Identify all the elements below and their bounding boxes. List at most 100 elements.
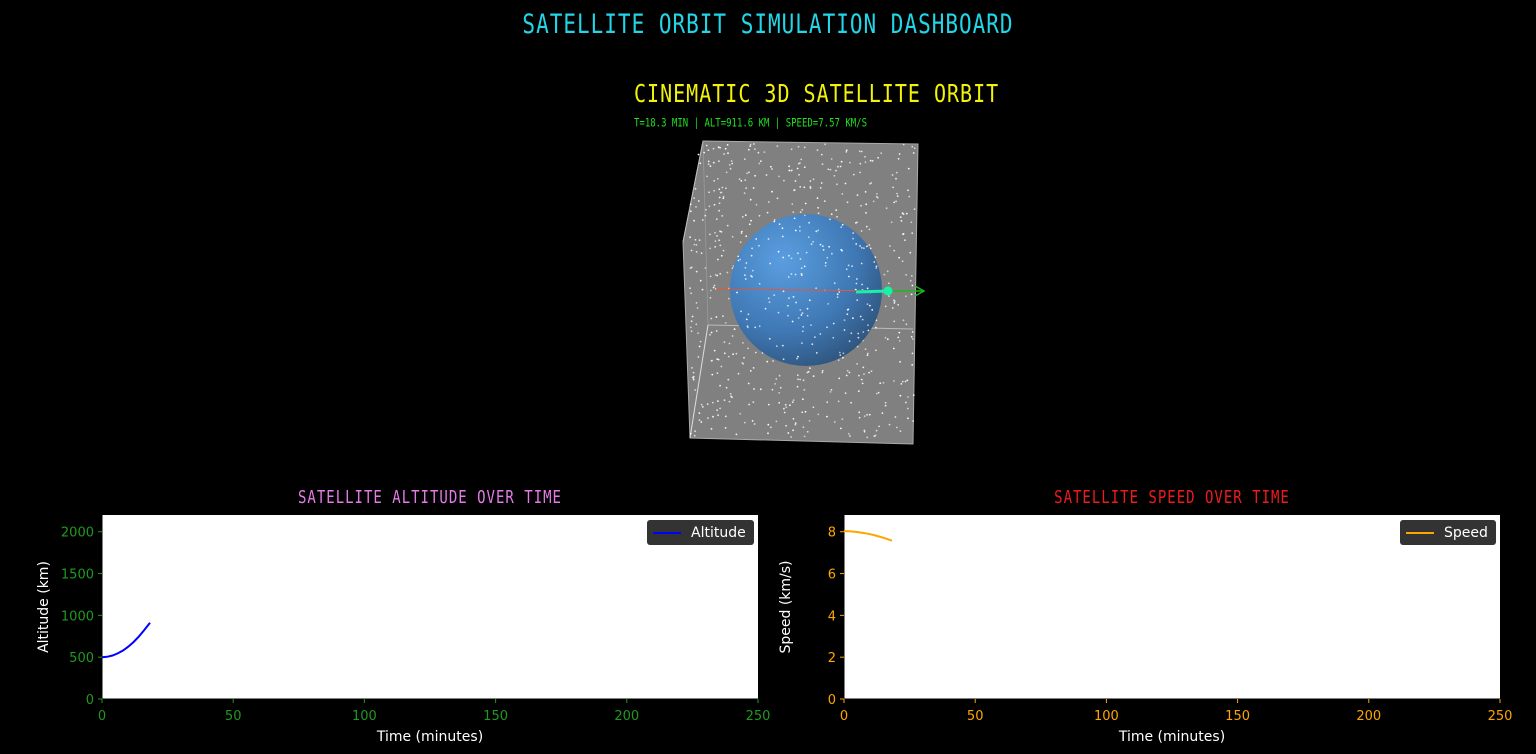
star-point (815, 352, 818, 354)
y-tick-label: 0 (86, 693, 94, 708)
star-point (693, 219, 695, 222)
star-point (849, 161, 851, 164)
star-point (749, 143, 752, 146)
star-point (898, 256, 900, 259)
star-point (788, 169, 791, 172)
star-point (858, 411, 861, 414)
star-point (848, 371, 851, 374)
star-point (846, 369, 849, 372)
orbit-3d-view[interactable] (660, 132, 940, 452)
star-point (787, 314, 789, 317)
star-point (863, 247, 865, 249)
star-point (784, 403, 787, 406)
star-point (711, 373, 714, 376)
star-point (712, 286, 715, 289)
star-point (695, 302, 698, 304)
star-point (803, 265, 806, 268)
star-point (740, 310, 742, 313)
star-point (801, 312, 804, 314)
star-point (785, 424, 787, 427)
star-point (783, 179, 785, 182)
star-point (750, 219, 752, 222)
star-point (857, 332, 860, 335)
x-tick-label: 50 (967, 709, 984, 724)
star-point (735, 433, 738, 436)
star-point (867, 329, 870, 332)
star-point (713, 284, 716, 287)
star-point (727, 152, 729, 155)
star-point (859, 245, 861, 247)
star-point (755, 203, 758, 206)
star-point (842, 352, 845, 355)
star-point (758, 282, 761, 285)
star-point (719, 407, 721, 410)
star-point (731, 335, 734, 337)
star-point (712, 161, 715, 164)
star-point (845, 149, 848, 152)
star-point (809, 180, 812, 182)
star-point (912, 420, 915, 422)
star-point (808, 299, 811, 302)
star-point (724, 415, 727, 418)
star-point (830, 389, 833, 391)
star-point (754, 326, 757, 329)
star-point (803, 166, 806, 169)
star-point (791, 203, 794, 205)
star-point (792, 429, 794, 432)
star-point (724, 322, 727, 324)
star-point (779, 386, 782, 389)
star-point (904, 239, 906, 242)
star-point (707, 149, 710, 152)
star-point (829, 168, 832, 171)
star-point (841, 193, 844, 195)
star-point (754, 174, 756, 177)
star-point (819, 243, 822, 246)
star-point (821, 370, 824, 372)
star-point (714, 246, 717, 248)
star-point (693, 197, 695, 199)
star-point (728, 164, 731, 166)
star-point (740, 180, 743, 182)
star-point (753, 423, 756, 425)
x-tick-label: 250 (1488, 709, 1513, 724)
star-point (695, 251, 698, 253)
star-point (803, 186, 806, 189)
star-point (863, 430, 866, 433)
star-point (886, 270, 889, 273)
star-point (787, 432, 790, 434)
star-point (783, 411, 786, 414)
star-point (836, 296, 839, 298)
star-point (888, 282, 890, 285)
star-point (701, 406, 704, 408)
star-point (712, 147, 715, 150)
star-point (767, 238, 770, 240)
star-point (725, 171, 728, 174)
star-point (712, 415, 714, 418)
star-point (691, 376, 694, 379)
star-point (913, 147, 916, 150)
star-point (717, 414, 719, 417)
star-point (713, 189, 716, 192)
star-point (839, 354, 842, 356)
star-point (869, 247, 872, 250)
speed-legend-label: Speed (1444, 524, 1488, 541)
star-point (745, 187, 748, 189)
star-point (875, 319, 878, 322)
star-point (703, 151, 706, 154)
star-point (722, 197, 725, 200)
star-point (894, 416, 897, 418)
star-point (698, 345, 701, 348)
star-point (860, 247, 863, 249)
star-point (775, 378, 778, 380)
star-point (806, 430, 809, 433)
star-point (743, 421, 746, 424)
satellite-marker[interactable] (883, 286, 893, 296)
star-point (746, 172, 749, 175)
star-point (797, 145, 800, 148)
star-point (895, 171, 898, 174)
star-point (751, 247, 753, 250)
star-point (882, 381, 885, 384)
star-point (815, 287, 817, 290)
star-point (774, 383, 777, 385)
star-point (791, 401, 794, 404)
